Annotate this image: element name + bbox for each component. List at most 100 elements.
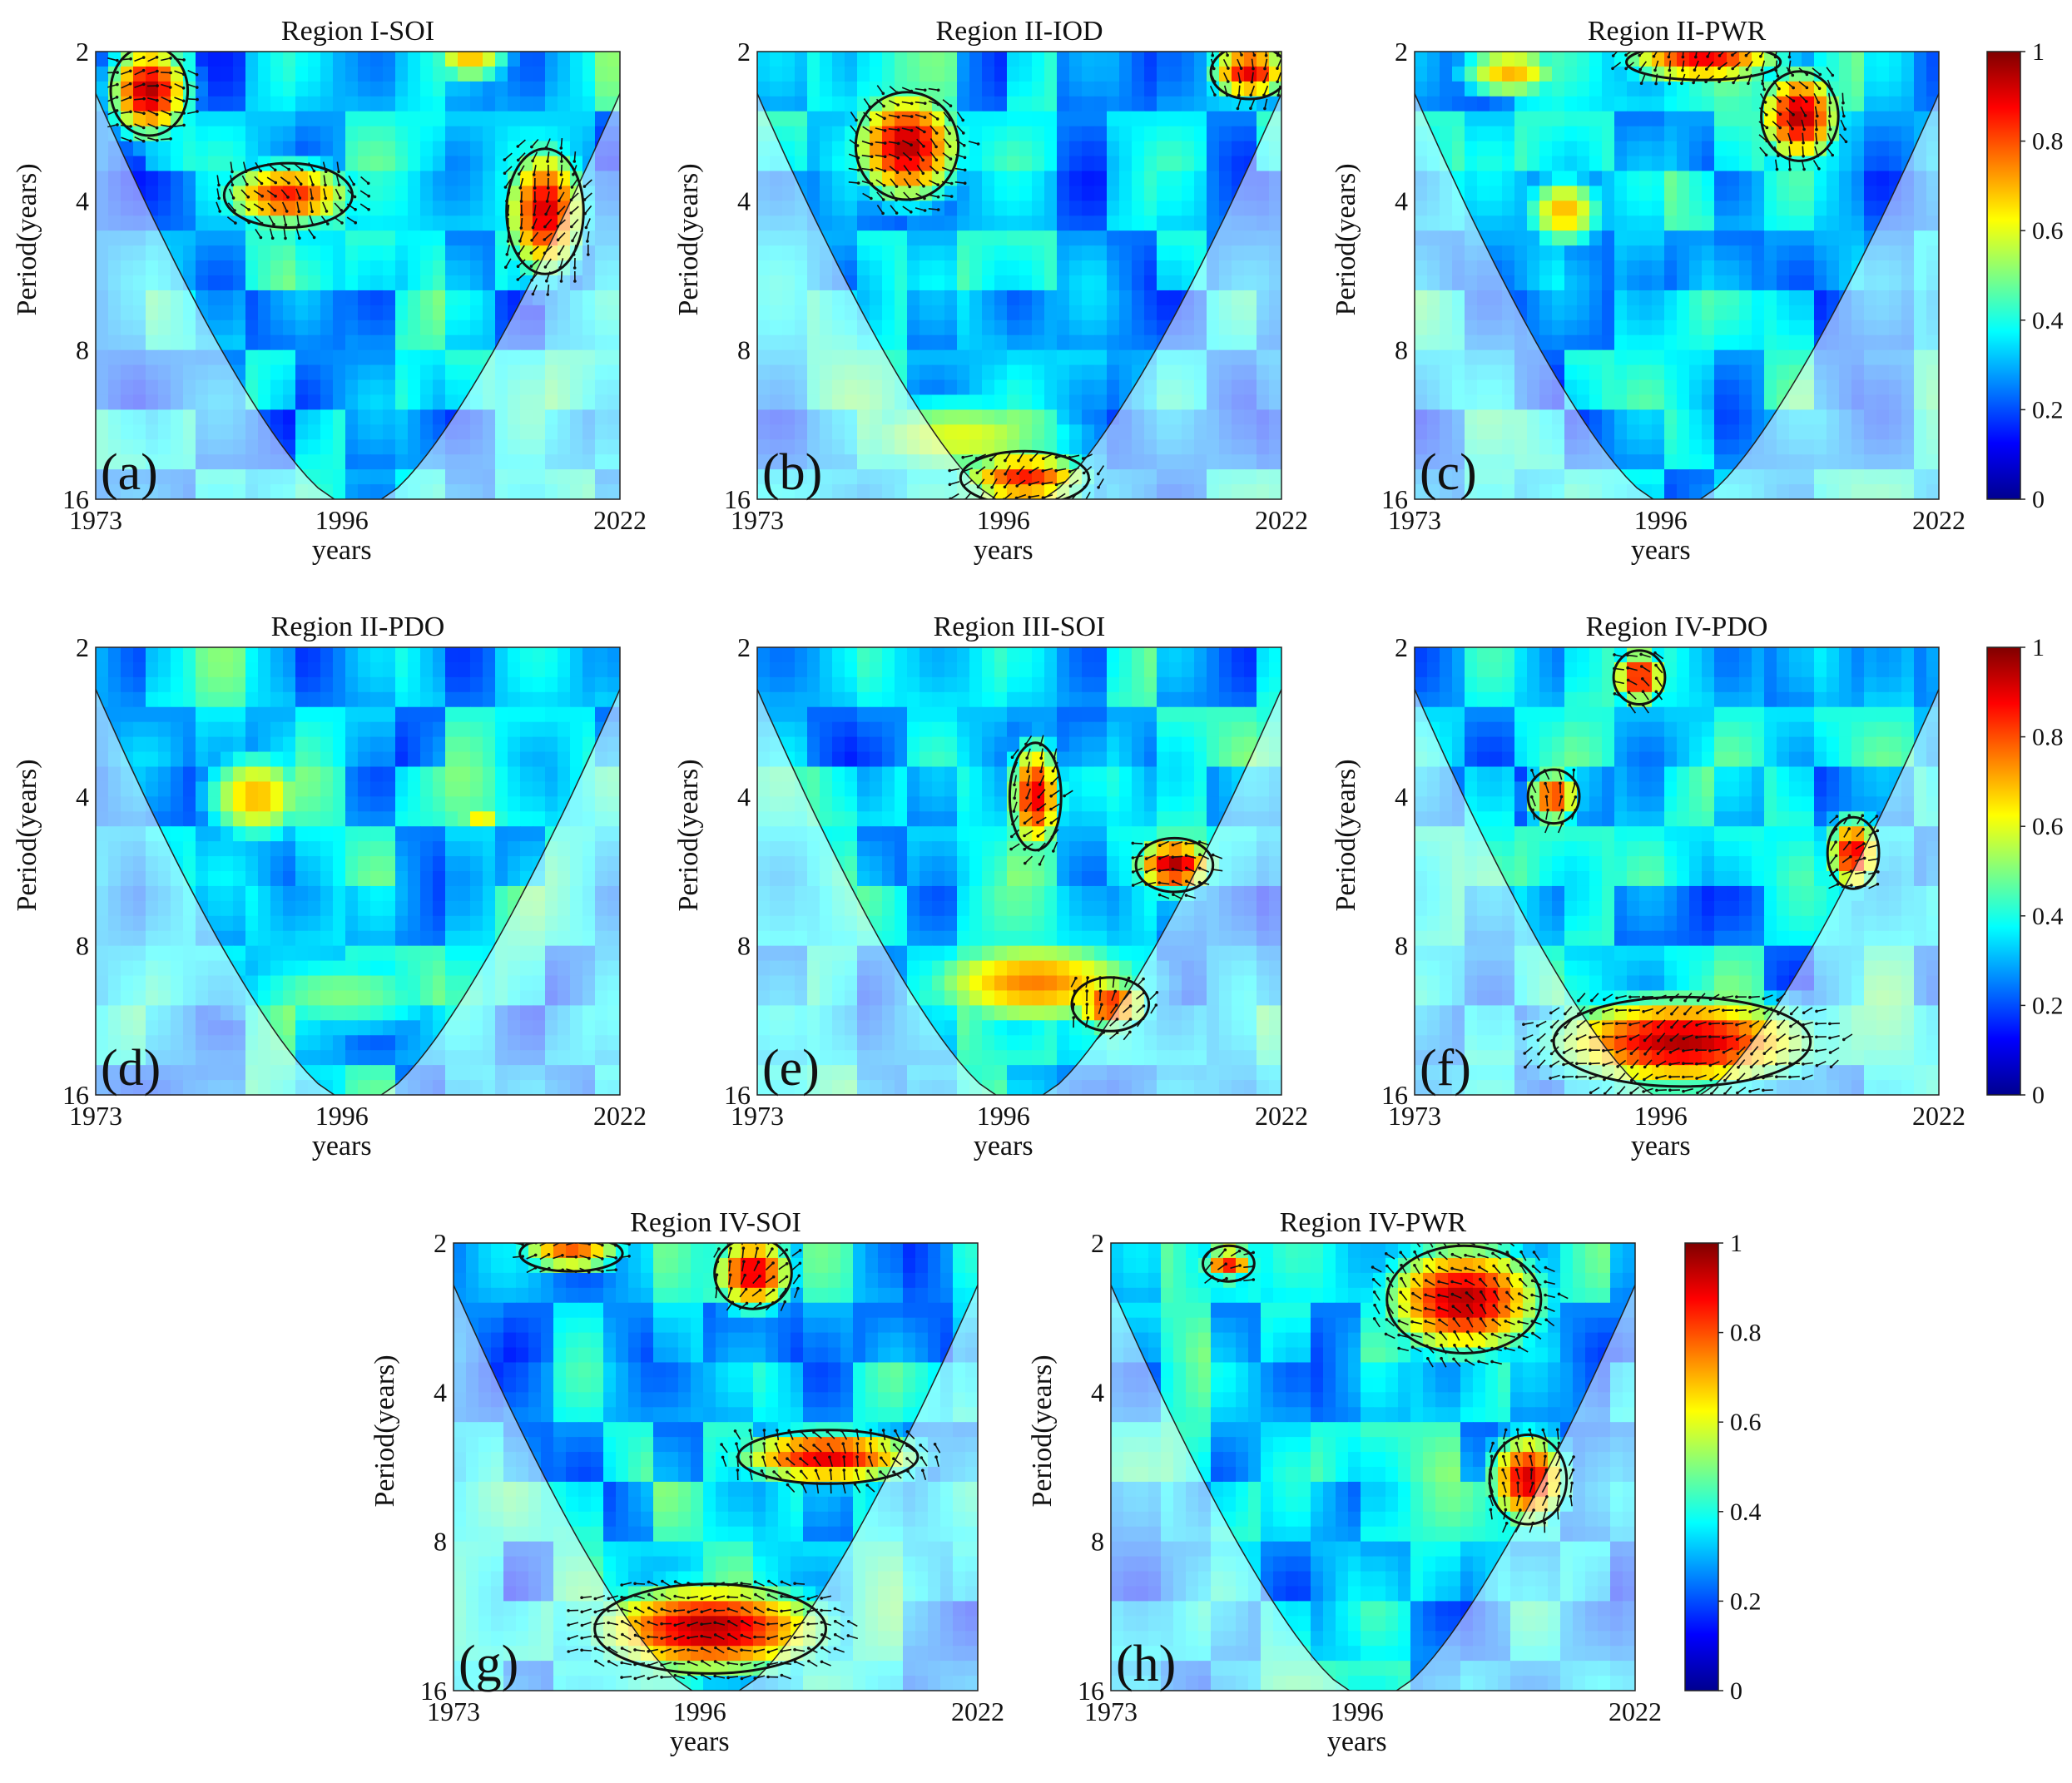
heatmap-cell [196,290,209,306]
phase-arrow-head [962,484,965,488]
phase-arrow [1292,72,1293,82]
heatmap-cell [845,156,858,172]
phase-arrow-head [1054,456,1058,459]
phase-arrow [503,152,513,161]
heatmap-cell [433,245,446,261]
heatmap-cell [1714,126,1727,142]
heatmap-cell [1194,171,1207,186]
heatmap-cell [1652,469,1665,485]
phase-arrow-head [1667,55,1671,59]
phase-arrow-head [1706,55,1709,58]
heatmap-cell [383,260,396,276]
heatmap-cell [158,186,171,201]
phase-arrow-head [949,169,954,173]
heatmap-cell [1082,215,1095,231]
heatmap-cell [495,275,508,291]
heatmap-cell [969,52,983,67]
heatmap-cell [445,52,459,67]
heatmap-cell [1602,111,1615,127]
heatmap-cell [358,52,371,67]
heatmap-cell [1032,111,1045,127]
heatmap-cell [345,215,359,231]
heatmap-cell [1144,52,1157,67]
phase-arrow [583,179,592,187]
heatmap-cell [1827,171,1840,186]
heatmap-cell [483,334,496,351]
heatmap-cell [1169,111,1182,127]
heatmap-cell [133,736,146,753]
heatmap-cell [1577,319,1590,336]
heatmap-cell [1019,364,1033,381]
significance-contour [959,449,1090,499]
phase-arrow [148,44,157,48]
heatmap-cell [395,230,409,246]
phase-arrow-head [531,159,534,163]
heatmap-cell [1057,364,1070,381]
heatmap-cell [1789,260,1802,276]
heatmap-cell [1069,96,1083,112]
heatmap-cell [1777,215,1790,231]
heatmap-cell [333,424,346,440]
heatmap-cell [857,260,870,276]
heatmap-cell [1007,245,1020,261]
phase-arrow [888,114,899,118]
heatmap-cell [1057,245,1070,261]
heatmap-cell [832,111,845,127]
heatmap-cell [1564,275,1578,291]
heatmap-cell [1727,201,1740,216]
heatmap-cell [1019,201,1033,216]
heatmap-cell [982,364,995,381]
heatmap-cell [1814,305,1827,321]
heatmap-cell [1752,275,1765,291]
phase-arrow-head [518,186,523,190]
heatmap-cell [133,751,146,768]
heatmap-cell [1194,245,1207,261]
heatmap-cell [1019,424,1033,440]
heatmap-cell [320,290,334,306]
heatmap-cell [345,647,359,663]
phase-arrow [161,44,171,48]
heatmap-cell [1032,334,1045,351]
heatmap-cell [383,721,396,738]
heatmap-cell [1007,186,1020,201]
heatmap-cell [1244,111,1257,127]
phase-arrow-head [1802,127,1806,131]
heatmap-cell [445,111,459,127]
phase-arrow-head [1276,93,1281,97]
heatmap-cell [1514,171,1528,186]
heatmap-cell [333,66,346,82]
heatmap-cell [270,409,284,425]
heatmap-cell [1182,81,1195,97]
heatmap-cell [1639,96,1653,112]
phase-arrow [571,219,579,228]
heatmap-cell [495,186,508,201]
heatmap-cell [520,691,533,708]
heatmap-cell [982,52,995,67]
phase-arrow [519,231,524,241]
heatmap-cell [233,96,246,112]
heatmap-cell [1057,319,1070,336]
heatmap-cell [1564,156,1578,172]
phase-arrow-head [196,97,199,102]
heatmap-cell [1057,379,1070,396]
heatmap-cell [495,111,508,127]
heatmap-cell [221,290,234,306]
heatmap-cell [358,275,371,291]
heatmap-cell [1057,439,1070,455]
heatmap-cell [258,201,271,216]
phase-arrow [1827,79,1832,90]
heatmap-cell [1752,394,1765,410]
heatmap-cell [1639,305,1653,321]
heatmap-cell [1714,230,1727,246]
phase-arrow [861,154,872,158]
heatmap-cell [1232,126,1245,142]
heatmap-cell [146,111,159,127]
phase-arrow [187,69,197,76]
heatmap-cell [270,260,284,276]
phase-arrow-head [571,239,574,243]
heatmap-cell [1614,409,1628,425]
phase-arrow-head [182,44,186,47]
heatmap-cell [857,245,870,261]
heatmap-cell [1614,290,1628,306]
heatmap-cell [245,661,259,678]
